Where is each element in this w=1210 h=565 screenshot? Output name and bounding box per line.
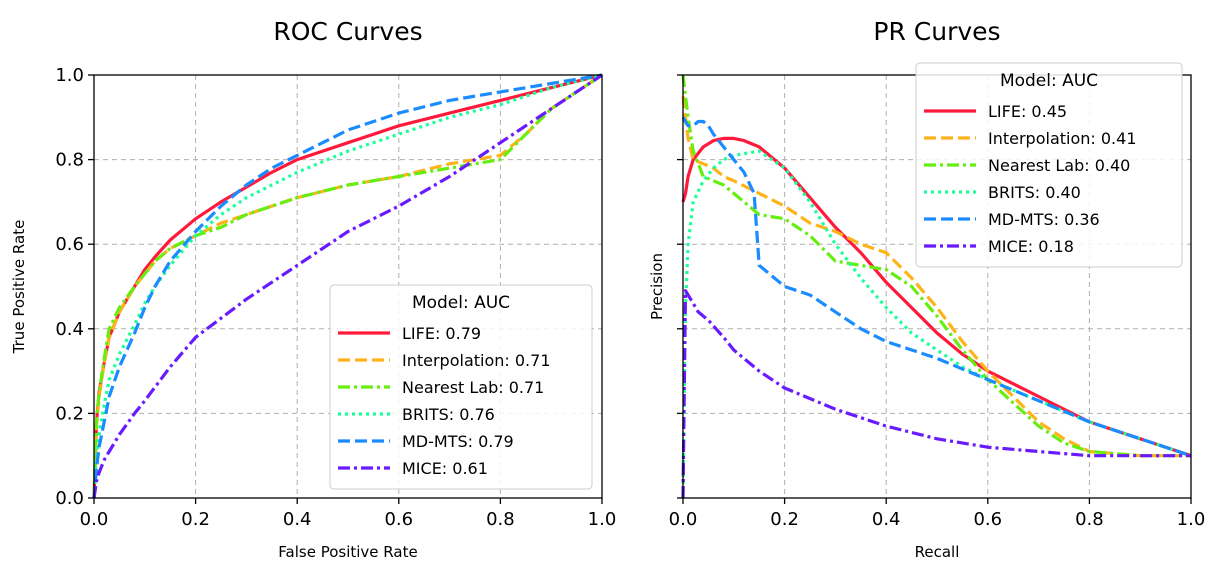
roc-legend-title: Model: AUC (412, 293, 510, 313)
pr-chart-panel: 0.0 0.2 0.4 0.6 0.8 1.0 PR Curves Recall Precisi… (648, 17, 1205, 561)
pr-x-tick-label: 1.0 (1177, 509, 1206, 530)
roc-legend: Model: AUC LIFE: 0.79 Interpolation: 0.71 N… (329, 284, 593, 490)
roc-y-axis-label: True Positive Rate (10, 220, 28, 355)
pr-x-tick-label: 0.2 (770, 509, 799, 530)
pr-curve-mice (681, 289, 1191, 499)
roc-x-tick-label: 0.4 (283, 509, 312, 530)
roc-x-tick-label: 0.6 (384, 509, 413, 530)
roc-x-tick-label: 0.0 (80, 509, 109, 530)
pr-curve-md-mts (681, 116, 1192, 458)
roc-x-tick-label: 0.8 (486, 509, 515, 530)
pr-curve-interpolation (681, 96, 1191, 458)
pr-curve-nearest-lab (681, 74, 1191, 458)
roc-x-axis-label: False Positive Rate (278, 543, 417, 561)
roc-chart-panel: 0.0 0.2 0.4 0.6 0.8 1.0 0.0 0.2 0.4 0.6 0.8 1.0 ROC … (10, 17, 616, 561)
roc-y-tick-label: 1.0 (55, 65, 84, 86)
pr-x-tick-label: 0.0 (669, 509, 698, 530)
pr-curve-brits (681, 149, 1192, 499)
roc-legend-entry: BRITS: 0.76 (402, 405, 495, 424)
pr-legend-box (915, 62, 1183, 268)
roc-y-tick-label: 0.4 (55, 319, 84, 340)
roc-legend-entry: Interpolation: 0.71 (402, 351, 551, 370)
pr-legend-entry: Nearest Lab: 0.40 (988, 156, 1130, 175)
pr-y-axis-label: Precision (648, 253, 666, 320)
pr-x-tick-label: 0.6 (973, 509, 1002, 530)
roc-y-tick-label: 0.2 (55, 403, 84, 424)
pr-legend-entry: BRITS: 0.40 (988, 183, 1081, 202)
pr-legend-entry: LIFE: 0.45 (988, 102, 1067, 121)
pr-x-tick-label: 0.8 (1075, 509, 1104, 530)
pr-legend-entry: MD-MTS: 0.36 (988, 210, 1100, 229)
pr-legend: Model: AUC LIFE: 0.45 Interpolation: 0.41 N… (915, 62, 1183, 268)
roc-y-tick-label: 0.0 (55, 488, 84, 509)
roc-curve-brits (92, 73, 603, 499)
pr-chart-title: PR Curves (873, 17, 1000, 46)
roc-legend-entry: LIFE: 0.79 (402, 324, 481, 343)
roc-chart-title: ROC Curves (273, 17, 422, 46)
roc-legend-entry: MICE: 0.61 (402, 459, 488, 478)
roc-legend-entry: MD-MTS: 0.79 (402, 432, 514, 451)
pr-x-tick-label: 0.4 (872, 509, 901, 530)
roc-legend-box (329, 284, 593, 490)
pr-curve-life (681, 136, 1192, 458)
pr-x-axis-label: Recall (915, 543, 960, 561)
roc-x-tick-label: 1.0 (588, 509, 617, 530)
roc-curve-md-mts (92, 73, 603, 499)
roc-legend-entry: Nearest Lab: 0.71 (402, 378, 544, 397)
roc-x-tick-label: 0.2 (181, 509, 210, 530)
roc-plot-frame (93, 74, 603, 499)
pr-legend-entry: MICE: 0.18 (988, 237, 1074, 256)
roc-y-tick-label: 0.6 (55, 234, 84, 255)
roc-y-tick-label: 0.8 (55, 150, 84, 171)
pr-legend-title: Model: AUC (1000, 71, 1098, 91)
pr-legend-entry: Interpolation: 0.41 (988, 129, 1137, 148)
